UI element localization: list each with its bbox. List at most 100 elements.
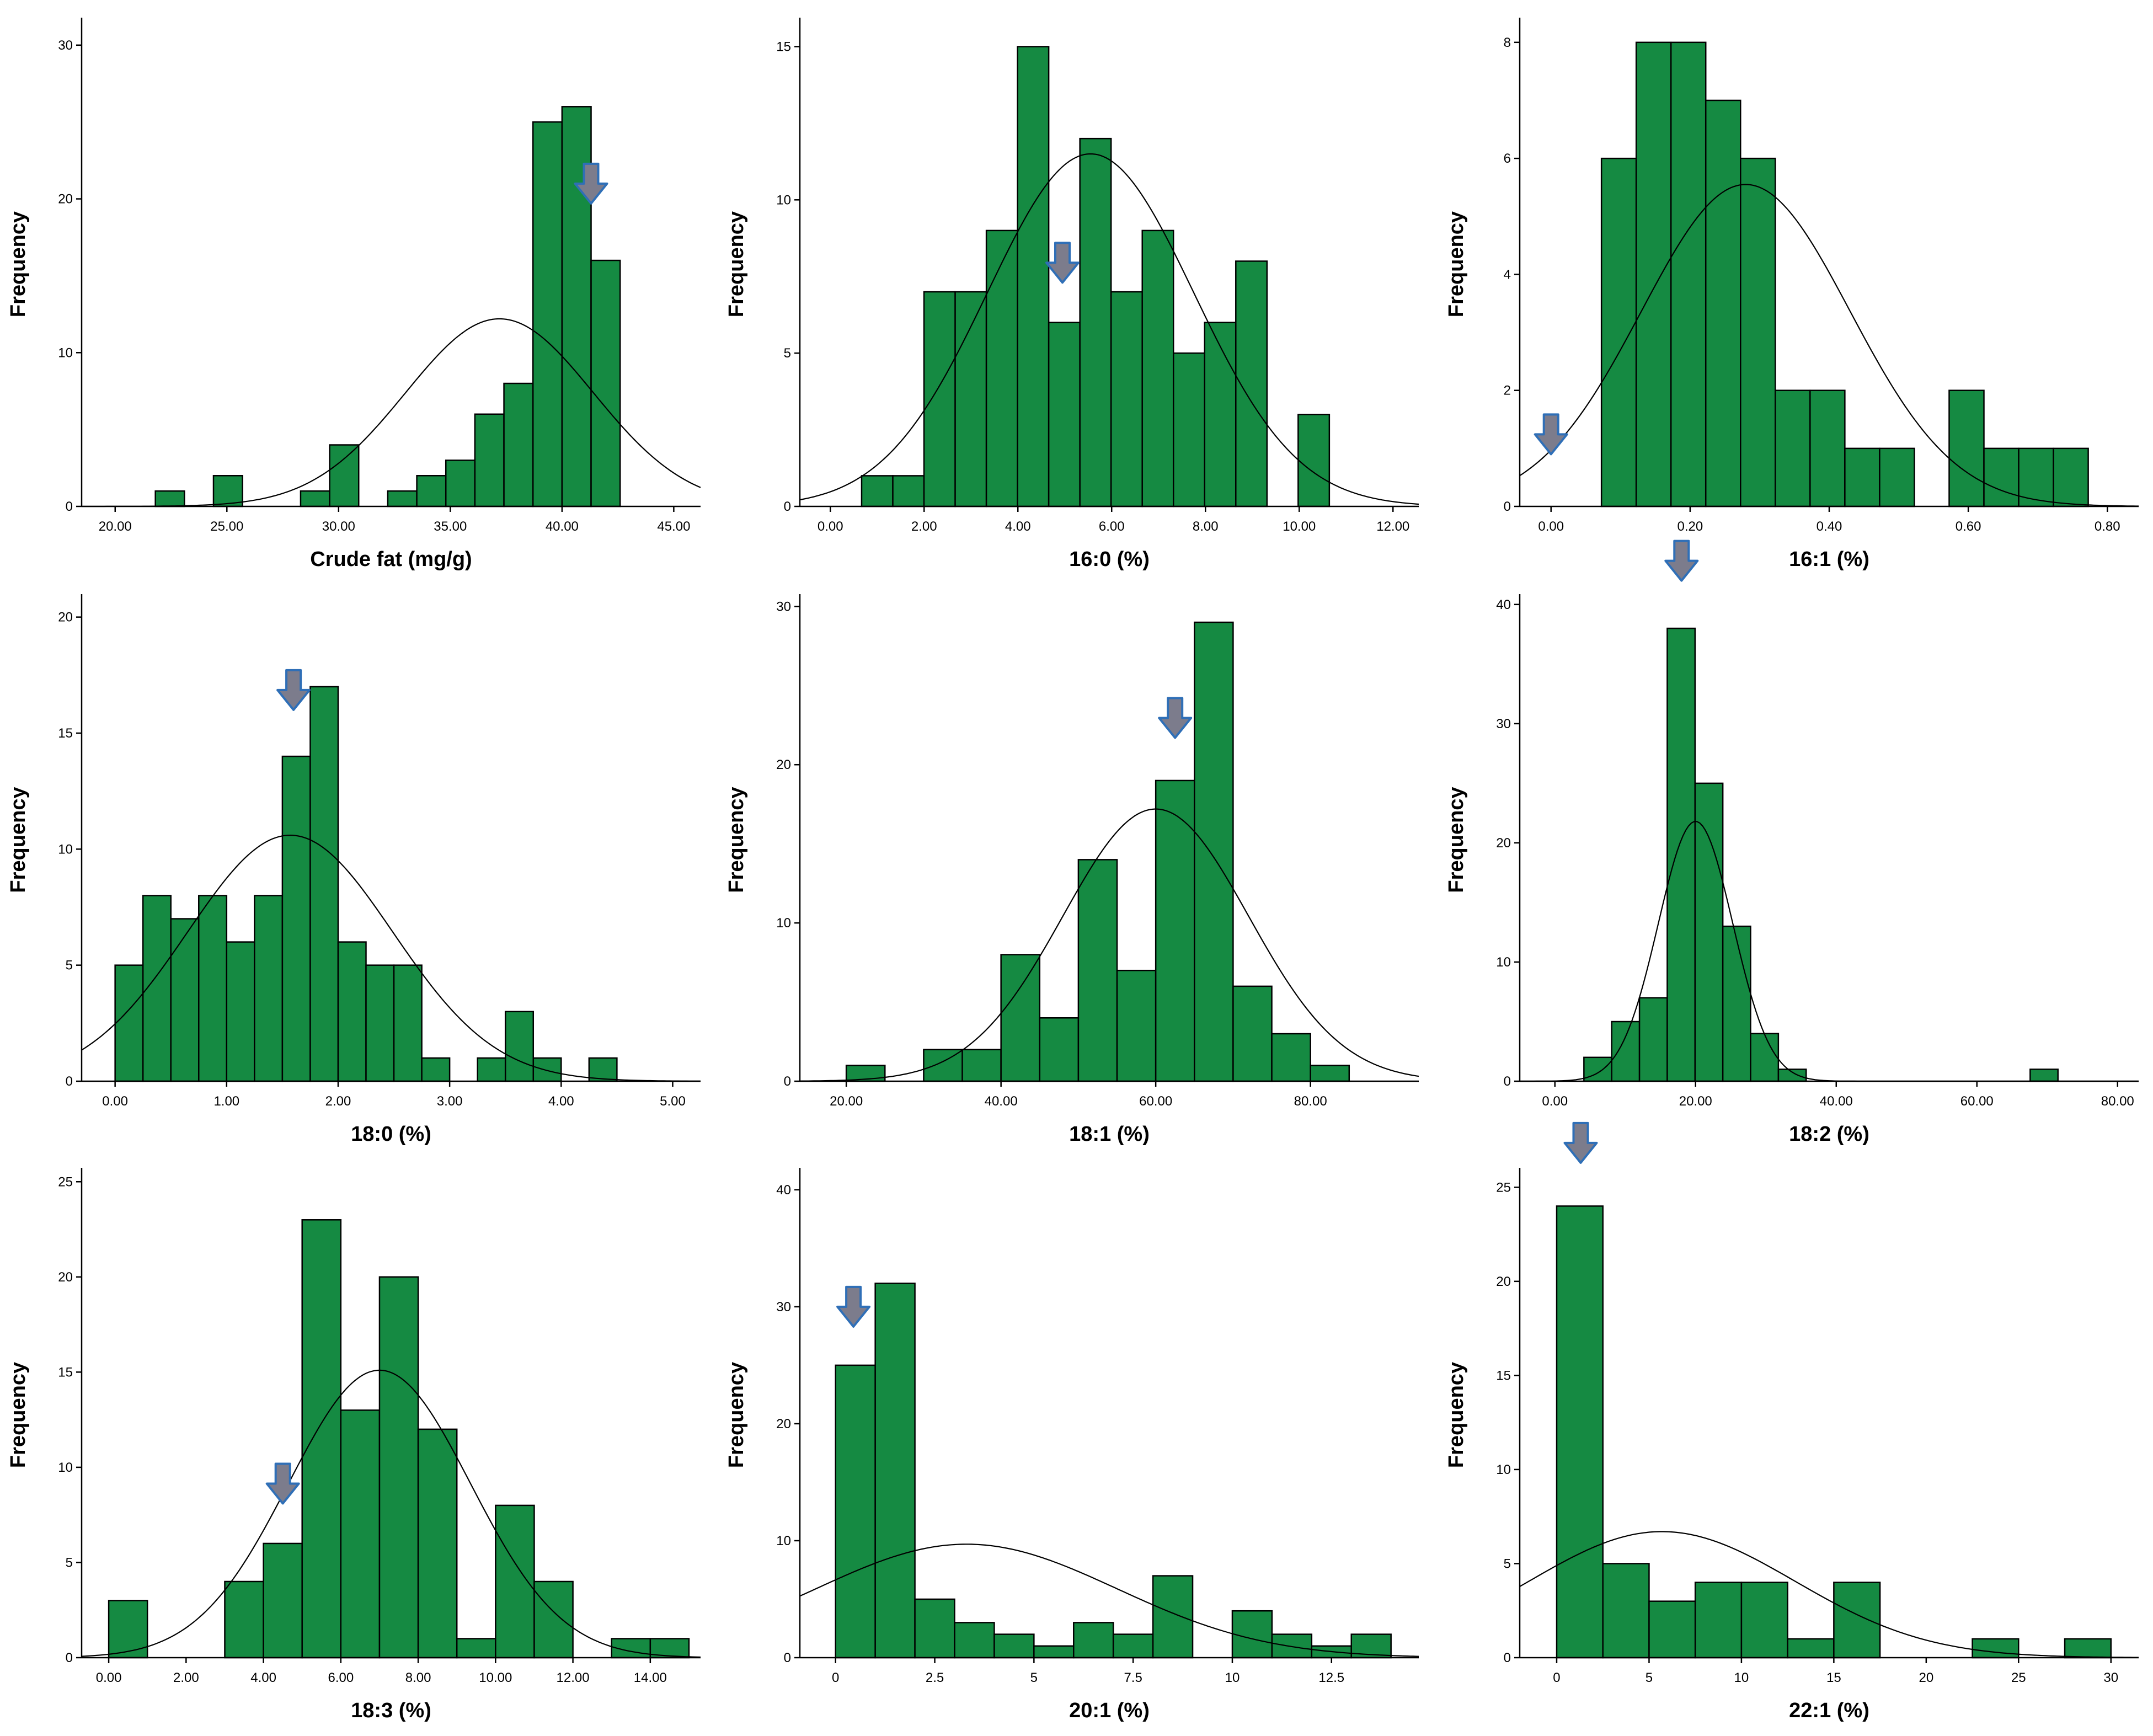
y-axis-label: Frequency [7,1362,30,1468]
y-tick-label: 5 [784,346,791,361]
x-tick-label: 80.00 [2101,1094,2134,1109]
histogram-bar [1172,352,1206,508]
x-axis-label: Crude fat (mg/g) [310,548,472,571]
histogram-bar [1740,1582,1788,1659]
x-tick-label: 6.00 [328,1670,354,1685]
x-tick-label: 0.00 [818,519,843,534]
histogram-bar [1232,985,1273,1082]
x-tick-label: 14.00 [634,1670,667,1685]
down-arrow-icon [265,1462,300,1505]
y-axis-label: Frequency [725,211,748,317]
x-tick-label: 4.00 [1005,519,1031,534]
x-tick-label: 2.5 [926,1670,944,1685]
x-axis-label: 16:0 (%) [1069,548,1150,571]
histogram-bar [1039,1017,1080,1082]
histogram-bar [2064,1638,2112,1659]
x-tick-label: 15 [1826,1670,1841,1685]
histogram-bar [1694,782,1724,1082]
down-arrow-icon [574,162,608,205]
histogram-bar [340,1409,381,1659]
histogram-bar [1844,447,1880,508]
y-tick-label: 10 [1496,1462,1511,1477]
x-tick-label: 0 [1553,1670,1560,1685]
x-tick-label: 10.00 [479,1670,512,1685]
x-tick-label: 0.00 [102,1094,128,1109]
y-tick-label: 25 [58,1174,73,1189]
histogram-bar [954,291,987,508]
x-tick-label: 8.00 [1193,519,1219,534]
y-tick-label: 2 [1504,383,1511,398]
x-tick-label: 10.00 [1283,519,1316,534]
y-tick-label: 0 [66,499,73,514]
histogram-bar [985,229,1018,508]
histogram-bar [1602,1563,1650,1659]
histogram-bar [1611,1021,1641,1082]
x-tick-label: 0.20 [1677,519,1703,534]
y-tick-label: 30 [776,1300,791,1315]
x-tick-label: 6.00 [1099,519,1125,534]
normal-curve [1519,1531,2139,1658]
x-tick-label: 12.00 [557,1670,590,1685]
x-tick-label: 35.00 [434,519,467,534]
x-tick-label: 10 [1225,1670,1240,1685]
down-arrow-icon [1534,413,1568,456]
histogram-bar [914,1598,955,1659]
x-tick-label: 8.00 [405,1670,431,1685]
histogram-bar [1152,1575,1194,1659]
histogram-bar [533,1580,574,1659]
x-axis-label: 22:1 (%) [1789,1699,1869,1722]
histogram-bar [1033,1645,1075,1659]
histogram-bar [224,1580,264,1659]
y-axis-label: Frequency [7,211,30,317]
y-tick-label: 10 [1496,955,1511,970]
y-tick-label: 20 [58,1270,73,1285]
histogram-bar [1722,925,1751,1082]
y-tick-label: 0 [66,1074,73,1089]
x-tick-label: 5 [1030,1670,1038,1685]
histogram-bar [254,895,284,1082]
x-tick-label: 40.00 [1820,1094,1853,1109]
y-tick-label: 0 [66,1650,73,1665]
y-tick-label: 15 [58,726,73,741]
x-tick-label: 1.00 [213,1094,239,1109]
histogram-bar [1556,1205,1604,1659]
histogram-panel-8: 0 10 20 30 40 0 2.5 5 7.5 10 12.5 20:1 (%) Frequency [725,1168,1419,1722]
x-tick-label: 12.5 [1318,1670,1344,1685]
histogram-bar [1112,1633,1154,1659]
histogram-bar [874,1283,916,1659]
y-tick-label: 30 [776,599,791,614]
x-tick-label: 20.00 [99,519,132,534]
x-axis-label: 16:1 (%) [1789,548,1869,571]
y-tick-label: 20 [58,610,73,625]
histogram-bar [387,490,418,508]
histogram-panel-6: 0 10 20 30 40 0.00 20.00 40.00 60.00 80.00 18:2 (%… [1445,540,2139,1146]
histogram-bar [1666,627,1696,1082]
y-tick-label: 0 [1504,1650,1511,1665]
y-tick-label: 5 [66,1555,73,1570]
histogram-bar [114,964,144,1082]
histogram-bar [474,413,505,508]
x-tick-label: 45.00 [657,519,690,534]
x-axis-label: 18:2 (%) [1789,1123,1869,1146]
x-axis-label: 18:3 (%) [351,1699,431,1722]
down-arrow-icon [1664,540,1699,582]
histogram-bar [1983,447,2020,508]
x-tick-label: 25 [2011,1670,2026,1685]
down-arrow-icon [276,669,311,711]
y-tick-label: 8 [1504,35,1511,50]
histogram-bar [1079,137,1112,508]
y-tick-label: 30 [58,38,73,53]
normal-curve [81,1369,701,1658]
x-tick-label: 0.00 [1542,1094,1568,1109]
histogram-bar [212,475,243,508]
histogram-bar [1879,447,1915,508]
histogram-bar [456,1638,496,1659]
histogram-bar [1809,389,1846,508]
histogram-bar [1155,779,1195,1082]
x-tick-label: 5.00 [660,1094,686,1109]
x-tick-label: 20.00 [1679,1094,1712,1109]
x-tick-label: 2.00 [325,1094,351,1109]
x-tick-label: 2.00 [911,519,937,534]
histogram-bar [477,1057,506,1082]
